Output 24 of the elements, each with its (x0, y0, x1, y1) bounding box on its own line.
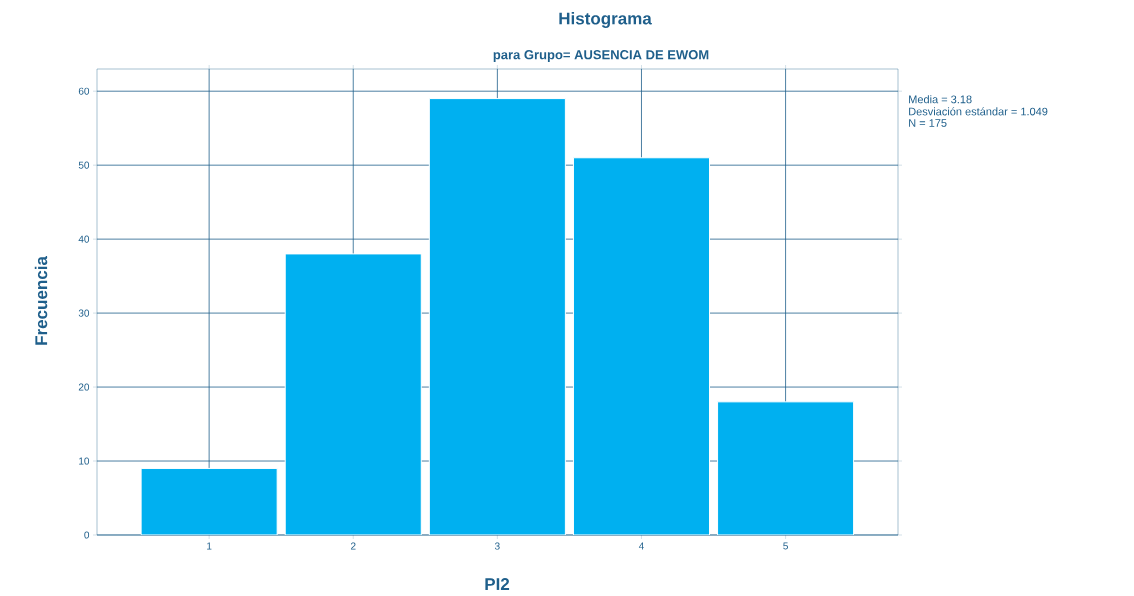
x-tick-label: 5 (783, 542, 788, 550)
bar (429, 98, 566, 535)
y-tick-label: 60 (78, 87, 90, 95)
bar (285, 253, 422, 535)
y-tick-label: 50 (78, 161, 90, 169)
x-tick-label: 1 (207, 542, 212, 550)
text: N = 175 (909, 119, 947, 127)
x-tick-label: 4 (638, 542, 644, 550)
bar (717, 401, 855, 535)
x-tick-label: 2 (350, 542, 356, 550)
bar (573, 157, 710, 535)
y-tick-label: 10 (79, 457, 90, 465)
chart-subtitle: para Grupo= AUSENCIA DE EWOM (493, 50, 709, 62)
y-tick-label: 40 (78, 235, 90, 243)
y-tick-label: 20 (78, 383, 90, 391)
chart-title: Histograma (559, 12, 652, 28)
y-axis-title: Frecuencia (34, 256, 48, 345)
text: Media = 3.18 (909, 95, 972, 104)
y-tick-label: 30 (78, 309, 90, 317)
x-axis-title: PI2 (485, 578, 510, 590)
x-tick-label: 3 (494, 542, 500, 550)
bar (141, 468, 278, 535)
y-tick-label: 0 (84, 531, 90, 539)
text: Desviación estándar = 1.049 (909, 107, 1048, 116)
